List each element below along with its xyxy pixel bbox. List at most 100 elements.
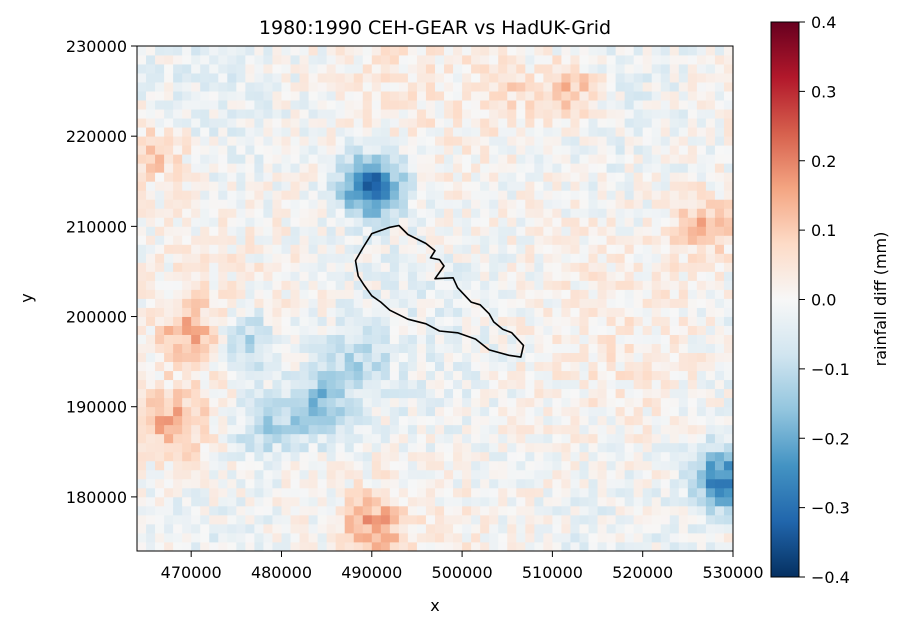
heatmap-cell	[714, 424, 725, 435]
heatmap-cell	[489, 136, 499, 146]
heatmap-cell	[525, 172, 535, 182]
heatmap-cell	[173, 343, 183, 354]
heatmap-cell	[669, 136, 680, 146]
heatmap-cell	[173, 82, 183, 92]
heatmap-cell	[398, 406, 409, 417]
heatmap-cell	[552, 64, 562, 74]
heatmap-cell	[245, 523, 255, 534]
heatmap-cell	[552, 424, 562, 435]
heatmap-cell	[579, 145, 589, 155]
heatmap-cell	[398, 505, 409, 516]
heatmap-cell	[227, 397, 237, 408]
heatmap-cell	[308, 118, 319, 128]
heatmap-cell	[462, 451, 472, 462]
heatmap-cell	[588, 226, 598, 236]
heatmap-cell	[290, 91, 300, 101]
heatmap-cell	[552, 541, 562, 551]
heatmap-cell	[335, 82, 346, 92]
heatmap-cell	[182, 181, 192, 191]
heatmap-cell	[164, 262, 174, 272]
heatmap-cell	[425, 190, 436, 200]
heatmap-cell	[471, 82, 481, 92]
heatmap-cell	[164, 127, 174, 137]
heatmap-cell	[525, 487, 535, 498]
heatmap-cell	[353, 280, 364, 290]
heatmap-cell	[245, 361, 255, 372]
heatmap-cell	[516, 406, 526, 417]
heatmap-cell	[462, 478, 472, 489]
heatmap-cell	[281, 217, 291, 227]
heatmap-cell	[371, 298, 382, 308]
heatmap-cell	[498, 190, 508, 200]
heatmap-cell	[444, 325, 454, 335]
heatmap-cell	[254, 172, 264, 182]
catchment-outline	[354, 224, 525, 358]
heatmap-cell	[606, 55, 617, 65]
heatmap-cell	[489, 424, 499, 435]
heatmap-cell	[561, 361, 571, 372]
heatmap-cell	[389, 271, 400, 281]
heatmap-cell	[453, 451, 463, 462]
heatmap-cell	[624, 235, 635, 245]
heatmap-cell	[254, 109, 264, 119]
heatmap-cell	[543, 514, 553, 525]
heatmap-cell	[471, 280, 481, 290]
heatmap-cell	[254, 433, 264, 444]
heatmap-cell	[561, 271, 571, 281]
heatmap-cell	[597, 361, 607, 372]
heatmap-cell	[480, 298, 490, 308]
heatmap-cell	[678, 325, 689, 335]
heatmap-cell	[678, 298, 689, 308]
heatmap-cell	[362, 163, 373, 173]
heatmap-cell	[633, 190, 644, 200]
heatmap-cell	[669, 487, 680, 498]
heatmap-cell	[471, 127, 481, 137]
heatmap-cell	[407, 109, 418, 119]
heatmap-cell	[723, 334, 733, 344]
heatmap-cell	[416, 532, 427, 543]
heatmap-cell	[236, 388, 246, 399]
heatmap-cell	[371, 397, 382, 408]
heatmap-cell	[353, 370, 364, 381]
heatmap-cell	[498, 181, 508, 191]
heatmap-cell	[453, 289, 463, 299]
heatmap-cell	[498, 73, 508, 83]
heatmap-cell	[723, 262, 733, 272]
heatmap-cell	[398, 379, 409, 390]
heatmap-cell	[416, 397, 427, 408]
heatmap-cell	[714, 217, 725, 227]
heatmap-cell	[353, 496, 364, 507]
heatmap-cell	[453, 109, 463, 119]
heatmap-cell	[579, 172, 589, 182]
heatmap-cell	[651, 406, 662, 417]
heatmap-cell	[489, 199, 499, 209]
heatmap-cell	[471, 361, 481, 372]
heatmap-cell	[200, 109, 210, 119]
heatmap-cell	[155, 469, 165, 480]
heatmap-cell	[380, 532, 391, 543]
heatmap-cell	[353, 361, 364, 372]
heatmap-cell	[173, 235, 183, 245]
heatmap-cell	[570, 181, 580, 191]
colorbar-tick-label: −0.1	[811, 360, 850, 379]
heatmap-cell	[435, 253, 445, 263]
heatmap-cell	[678, 100, 689, 110]
heatmap-cell	[633, 289, 644, 299]
heatmap-cell	[290, 325, 300, 335]
heatmap-cell	[633, 172, 644, 182]
heatmap-cell	[191, 352, 201, 363]
heatmap-cell	[137, 451, 147, 462]
heatmap-cell	[182, 451, 192, 462]
heatmap-cell	[164, 55, 174, 65]
heatmap-cell	[137, 271, 147, 281]
heatmap-cell	[480, 505, 490, 516]
heatmap-cell	[543, 352, 553, 363]
heatmap-cell	[200, 55, 210, 65]
heatmap-cell	[182, 199, 192, 209]
heatmap-cell	[453, 523, 463, 534]
heatmap-cell	[299, 325, 309, 335]
heatmap-cell	[480, 424, 490, 435]
heatmap-cell	[218, 127, 228, 137]
heatmap-cell	[299, 100, 309, 110]
heatmap-cell	[218, 298, 228, 308]
